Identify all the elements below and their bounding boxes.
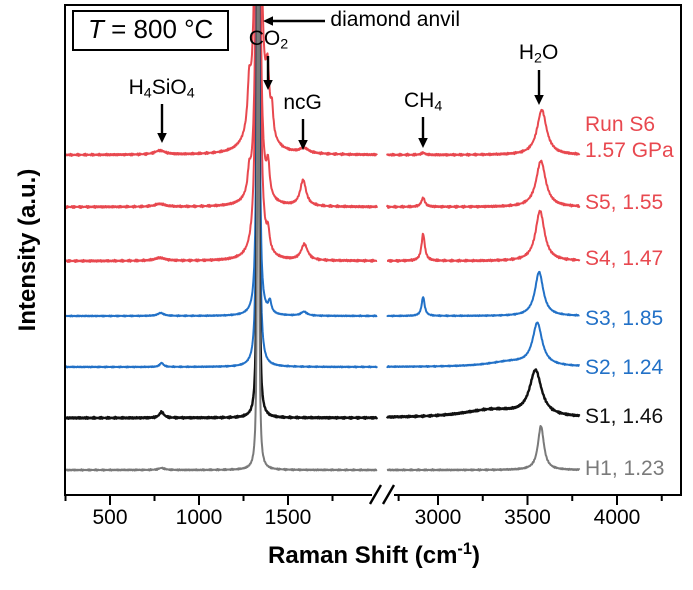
down-arrow-icon xyxy=(263,56,274,90)
annotation-h2o: H2O xyxy=(518,41,559,67)
series-label-h1: H1, 1.23 xyxy=(585,457,665,480)
annotation-ch4: CH4 xyxy=(404,89,443,115)
y-axis-title: Intensity (a.u.) xyxy=(14,168,41,332)
left-arrow-icon xyxy=(263,16,326,26)
down-arrow-icon xyxy=(156,104,167,143)
series-label-s2: S2, 1.24 xyxy=(585,356,664,379)
temperature-label: T = 800 °C xyxy=(88,14,214,44)
series-label-s1: S1, 1.46 xyxy=(585,405,664,428)
spectrum-s5 xyxy=(66,6,581,210)
spectrum-s3 xyxy=(66,6,580,318)
spectrum-s4 xyxy=(66,6,581,263)
series-label-s5: S5, 1.55 xyxy=(585,191,664,214)
annotation-ncg: ncG xyxy=(283,91,322,114)
spectrum-s2 xyxy=(66,6,580,369)
x-tick-label: 4000 xyxy=(593,506,641,529)
series-label-s3: S3, 1.85 xyxy=(585,307,664,330)
x-tick-label: 1500 xyxy=(264,506,312,529)
x-axis-title: Raman Shift (cm-1) xyxy=(268,540,480,569)
plot-frame xyxy=(64,4,682,496)
down-arrow-icon xyxy=(533,70,544,105)
spectra-canvas xyxy=(66,6,581,472)
temperature-box: T = 800 °C xyxy=(72,10,230,51)
annotation-h4sio4: H4SiO4 xyxy=(128,76,195,102)
series-label-s4: S4, 1.47 xyxy=(585,247,664,270)
spectrum-run-s6 xyxy=(66,6,581,157)
x-tick-label: 3000 xyxy=(414,506,462,529)
down-arrow-icon xyxy=(297,119,308,150)
down-arrow-icon xyxy=(418,117,428,148)
x-tick-label: 1000 xyxy=(175,506,223,529)
spectrum-s1 xyxy=(66,6,581,420)
x-tick-label: 500 xyxy=(92,506,128,529)
annotation-co2: CO2 xyxy=(248,27,289,53)
spectrum-h1 xyxy=(66,6,581,472)
x-tick-label: 3500 xyxy=(504,506,551,529)
annotation-diamond-anvil: diamond anvil xyxy=(330,8,461,31)
series-label-run-s6: Run S6 1.57 GPa xyxy=(585,113,674,162)
